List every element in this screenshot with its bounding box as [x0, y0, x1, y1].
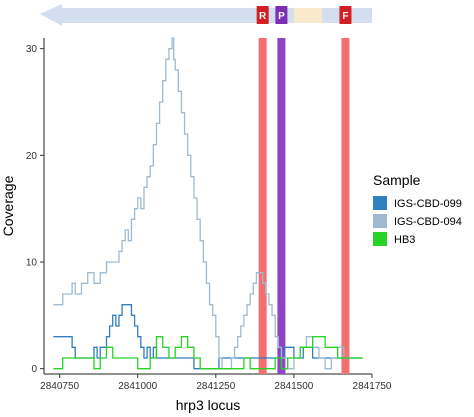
legend-label-1: IGS-CBD-099 [394, 198, 462, 210]
x-axis-title: hrp3 locus [176, 397, 241, 413]
marker-r-box [256, 6, 269, 24]
x-axis-ticks: 2840750 2841000 2841250 2841500 2841750 [40, 374, 392, 392]
x-tick-label: 2841250 [196, 381, 235, 392]
highlight-bands [258, 38, 350, 374]
marker-p-box [275, 6, 288, 24]
marker-f-label: F [342, 11, 348, 22]
x-tick-label: 2841750 [353, 381, 392, 392]
marker-p-label: P [278, 11, 285, 22]
x-tick-label: 2841000 [118, 381, 157, 392]
legend-swatch-2 [373, 214, 387, 228]
marker-r-label: R [259, 11, 267, 22]
legend-items: IGS-CBD-099 IGS-CBD-094 HB3 [373, 196, 462, 246]
y-tick-label: 20 [26, 151, 38, 162]
band-p [277, 38, 286, 374]
y-tick-label: 10 [26, 258, 38, 269]
band-f [341, 38, 350, 374]
legend-swatch-3 [373, 232, 387, 246]
series-layer [53, 37, 363, 370]
y-axis-ticks: 0 10 20 30 [26, 44, 44, 375]
marker-f-box [339, 6, 352, 24]
gene-region [293, 8, 323, 23]
legend: Sample IGS-CBD-099 IGS-CBD-094 HB3 [373, 172, 462, 246]
legend-label-3: HB3 [394, 234, 415, 246]
band-r [258, 38, 267, 374]
y-tick-label: 0 [31, 364, 37, 375]
x-tick-label: 2841500 [274, 381, 313, 392]
y-axis-title: Coverage [0, 175, 16, 236]
legend-swatch-1 [373, 196, 387, 210]
series-line-3 [53, 336, 363, 370]
plot-area: 2840750 2841000 2841250 2841500 2841750 0 10 2… [26, 37, 392, 392]
y-tick-label: 30 [26, 44, 38, 55]
series-line-2 [53, 37, 363, 370]
legend-label-2: IGS-CBD-094 [394, 216, 462, 228]
gene-arrow [40, 4, 372, 26]
x-tick-label: 2840750 [40, 381, 79, 392]
legend-title: Sample [373, 172, 421, 188]
